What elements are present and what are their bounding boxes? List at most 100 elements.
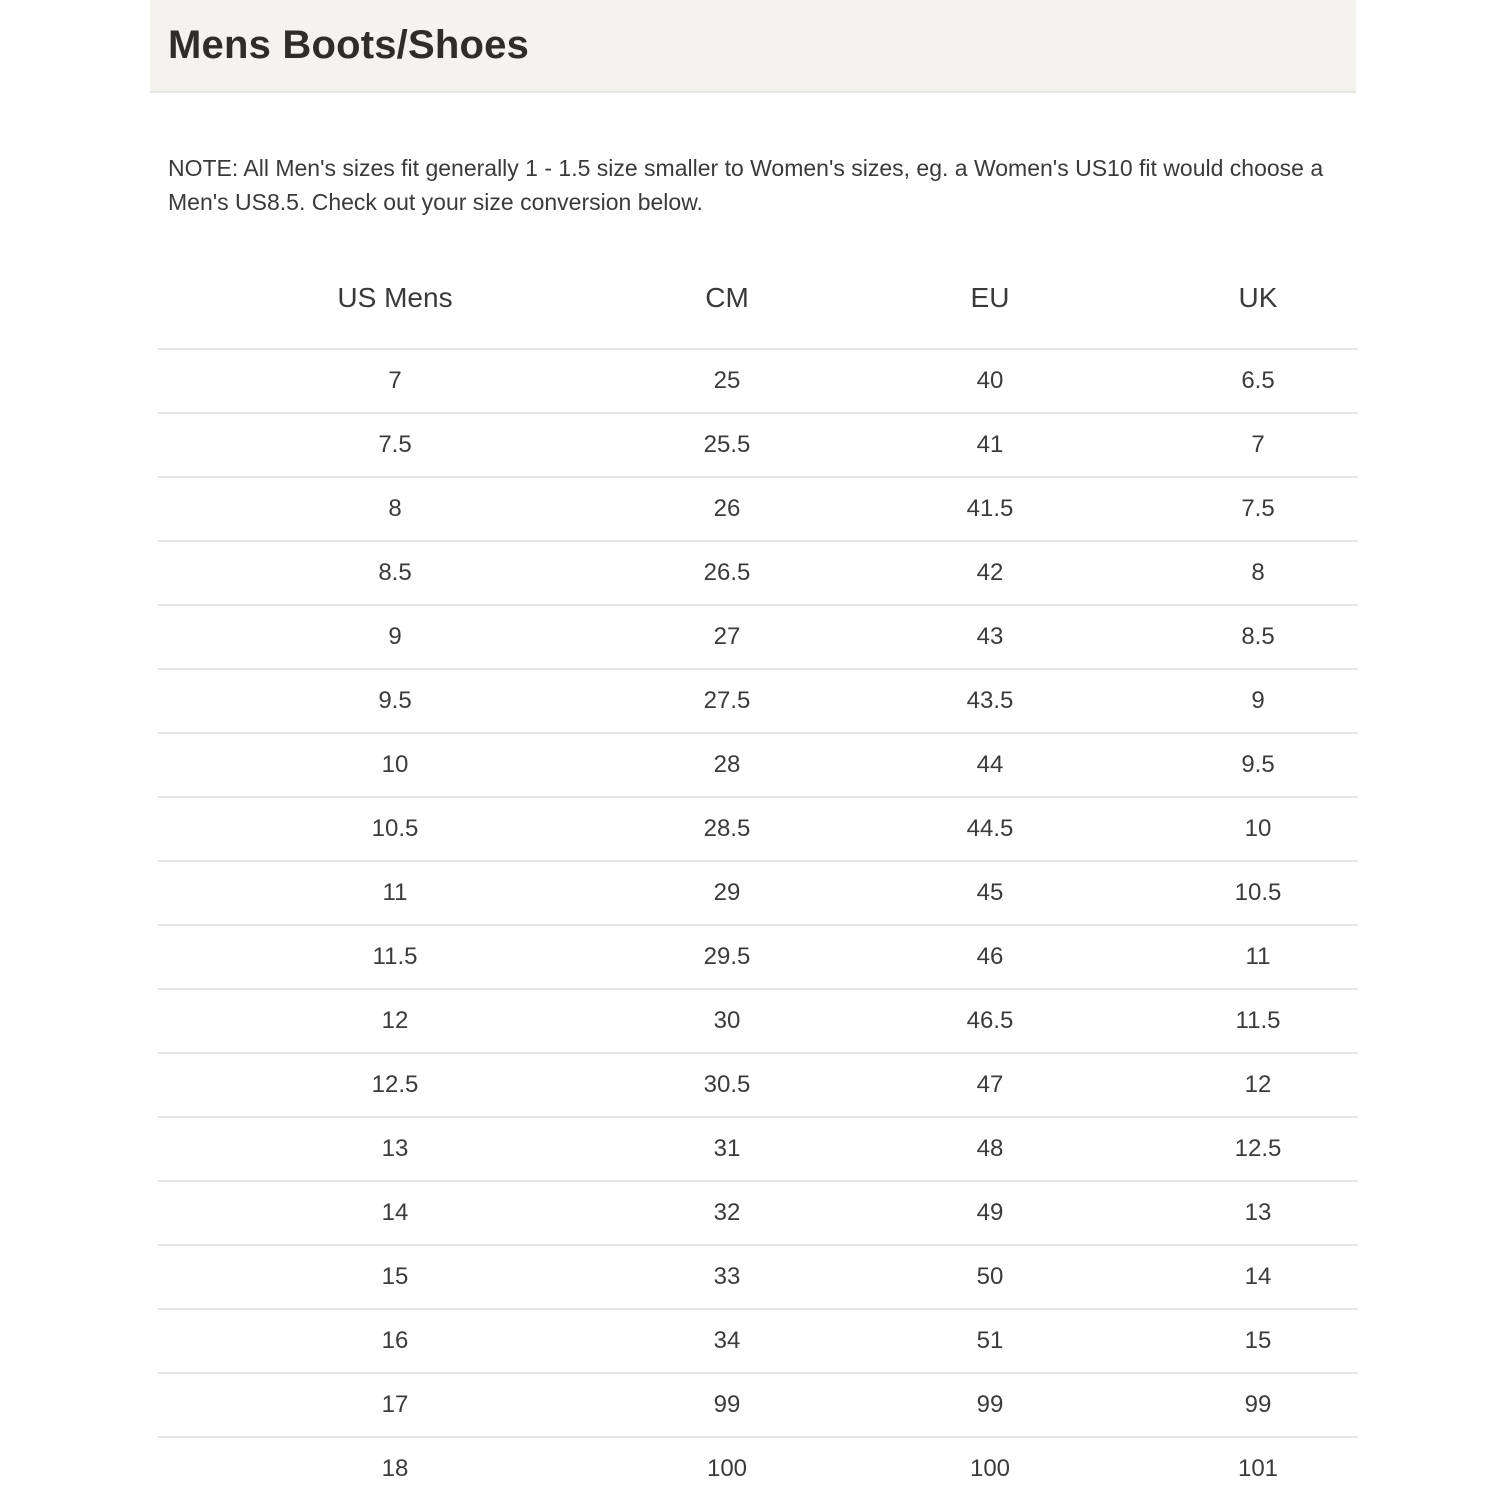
size-cell: 9 xyxy=(1158,668,1358,733)
table-row: 11 29 45 10.5 xyxy=(158,860,1358,925)
table-row: 13 31 48 12.5 xyxy=(158,1116,1358,1181)
size-cell: 14 xyxy=(1158,1244,1358,1309)
size-cell: 10.5 xyxy=(158,796,632,861)
size-cell: 42 xyxy=(822,540,1158,605)
size-cell: 7.5 xyxy=(158,412,632,477)
table-row: 14 32 49 13 xyxy=(158,1180,1358,1245)
size-cell: 30 xyxy=(632,988,822,1053)
size-cell: 34 xyxy=(632,1308,822,1373)
size-cell: 11.5 xyxy=(1158,988,1358,1053)
size-cell: 18 xyxy=(158,1436,632,1500)
size-cell: 6.5 xyxy=(1158,348,1358,413)
size-cell: 12 xyxy=(158,988,632,1053)
size-cell: 13 xyxy=(1158,1180,1358,1245)
table-row: 15 33 50 14 xyxy=(158,1244,1358,1309)
size-cell: 9.5 xyxy=(158,668,632,733)
size-cell: 51 xyxy=(822,1308,1158,1373)
table-row: 9.5 27.5 43.5 9 xyxy=(158,668,1358,733)
size-cell: 11 xyxy=(158,860,632,925)
size-cell: 12.5 xyxy=(158,1052,632,1117)
size-cell: 10 xyxy=(1158,796,1358,861)
size-cell: 25 xyxy=(632,348,822,413)
size-cell: 15 xyxy=(158,1244,632,1309)
header-cell-uk: UK xyxy=(1238,281,1278,313)
size-cell: 50 xyxy=(822,1244,1158,1309)
table-row: 11.5 29.5 46 11 xyxy=(158,924,1358,989)
size-cell: 11.5 xyxy=(158,924,632,989)
table-row: 10 28 44 9.5 xyxy=(158,732,1358,797)
size-cell: 41 xyxy=(822,412,1158,477)
size-cell: 8.5 xyxy=(158,540,632,605)
size-cell: 13 xyxy=(158,1116,632,1181)
page-title: Mens Boots/Shoes xyxy=(168,23,530,67)
size-cell: 7 xyxy=(158,348,632,413)
size-cell: 10 xyxy=(158,732,632,797)
table-row: 17 99 99 99 xyxy=(158,1372,1358,1437)
size-cell: 11 xyxy=(1158,924,1358,989)
size-cell: 33 xyxy=(632,1244,822,1309)
size-cell: 100 xyxy=(632,1436,822,1500)
table-row: 7.5 25.5 41 7 xyxy=(158,412,1358,477)
size-cell: 49 xyxy=(822,1180,1158,1245)
table-row: 9 27 43 8.5 xyxy=(158,604,1358,669)
size-cell: 27.5 xyxy=(632,668,822,733)
size-cell: 44 xyxy=(822,732,1158,797)
size-cell: 28.5 xyxy=(632,796,822,861)
size-cell: 17 xyxy=(158,1372,632,1437)
size-table-body: 7 25 40 6.5 7.5 25.5 41 7 8 26 41.5 7.5 8.5 26.5 42 8 9 2… xyxy=(158,348,1358,1500)
size-cell: 8 xyxy=(1158,540,1358,605)
size-cell: 12.5 xyxy=(1158,1116,1358,1181)
size-cell: 43.5 xyxy=(822,668,1158,733)
size-cell: 46.5 xyxy=(822,988,1158,1053)
size-cell: 16 xyxy=(158,1308,632,1373)
size-cell: 28 xyxy=(632,732,822,797)
table-row: 7 25 40 6.5 xyxy=(158,348,1358,413)
size-cell: 100 xyxy=(822,1436,1158,1500)
size-cell: 7 xyxy=(1158,412,1358,477)
size-cell: 8.5 xyxy=(1158,604,1358,669)
header-cell-eu: EU xyxy=(970,281,1010,313)
size-cell: 48 xyxy=(822,1116,1158,1181)
table-row: 18 100 100 101 xyxy=(158,1436,1358,1500)
size-cell: 14 xyxy=(158,1180,632,1245)
table-row: 12 30 46.5 11.5 xyxy=(158,988,1358,1053)
size-cell: 8 xyxy=(158,476,632,541)
size-table-header: US Mens CM EU UK xyxy=(158,257,1358,349)
size-cell: 45 xyxy=(822,860,1158,925)
size-cell: 30.5 xyxy=(632,1052,822,1117)
table-row: 8.5 26.5 42 8 xyxy=(158,540,1358,605)
size-cell: 101 xyxy=(1158,1436,1358,1500)
size-cell: 44.5 xyxy=(822,796,1158,861)
title-band: Mens Boots/Shoes xyxy=(150,0,1356,93)
table-row: 16 34 51 15 xyxy=(158,1308,1358,1373)
size-cell: 47 xyxy=(822,1052,1158,1117)
table-row: 12.5 30.5 47 12 xyxy=(158,1052,1358,1117)
table-row: 8 26 41.5 7.5 xyxy=(158,476,1358,541)
size-cell: 29.5 xyxy=(632,924,822,989)
page-content: Mens Boots/Shoes NOTE: All Men's sizes f… xyxy=(150,0,1358,1500)
size-cell: 10.5 xyxy=(1158,860,1358,925)
header-row: US Mens CM EU UK xyxy=(158,257,1358,349)
table-row: 10.5 28.5 44.5 10 xyxy=(158,796,1358,861)
size-cell: 26.5 xyxy=(632,540,822,605)
size-cell: 15 xyxy=(1158,1308,1358,1373)
note-text: NOTE: All Men's sizes fit generally 1 - … xyxy=(168,155,1324,215)
size-cell: 9.5 xyxy=(1158,732,1358,797)
size-cell: 27 xyxy=(632,604,822,669)
size-cell: 99 xyxy=(1158,1372,1358,1437)
size-cell: 43 xyxy=(822,604,1158,669)
size-cell: 41.5 xyxy=(822,476,1158,541)
size-cell: 40 xyxy=(822,348,1158,413)
size-cell: 99 xyxy=(632,1372,822,1437)
size-cell: 32 xyxy=(632,1180,822,1245)
size-conversion-table: US Mens CM EU UK 7 25 40 6.5 7.5 25.5 41 7 8 26 41… xyxy=(158,257,1358,1500)
size-cell: 25.5 xyxy=(632,412,822,477)
size-cell: 12 xyxy=(1158,1052,1358,1117)
size-cell: 26 xyxy=(632,476,822,541)
size-cell: 7.5 xyxy=(1158,476,1358,541)
header-cell-cm: CM xyxy=(705,281,749,313)
size-cell: 29 xyxy=(632,860,822,925)
size-cell: 99 xyxy=(822,1372,1158,1437)
header-cell-us-mens: US Mens xyxy=(337,281,453,313)
size-cell: 46 xyxy=(822,924,1158,989)
